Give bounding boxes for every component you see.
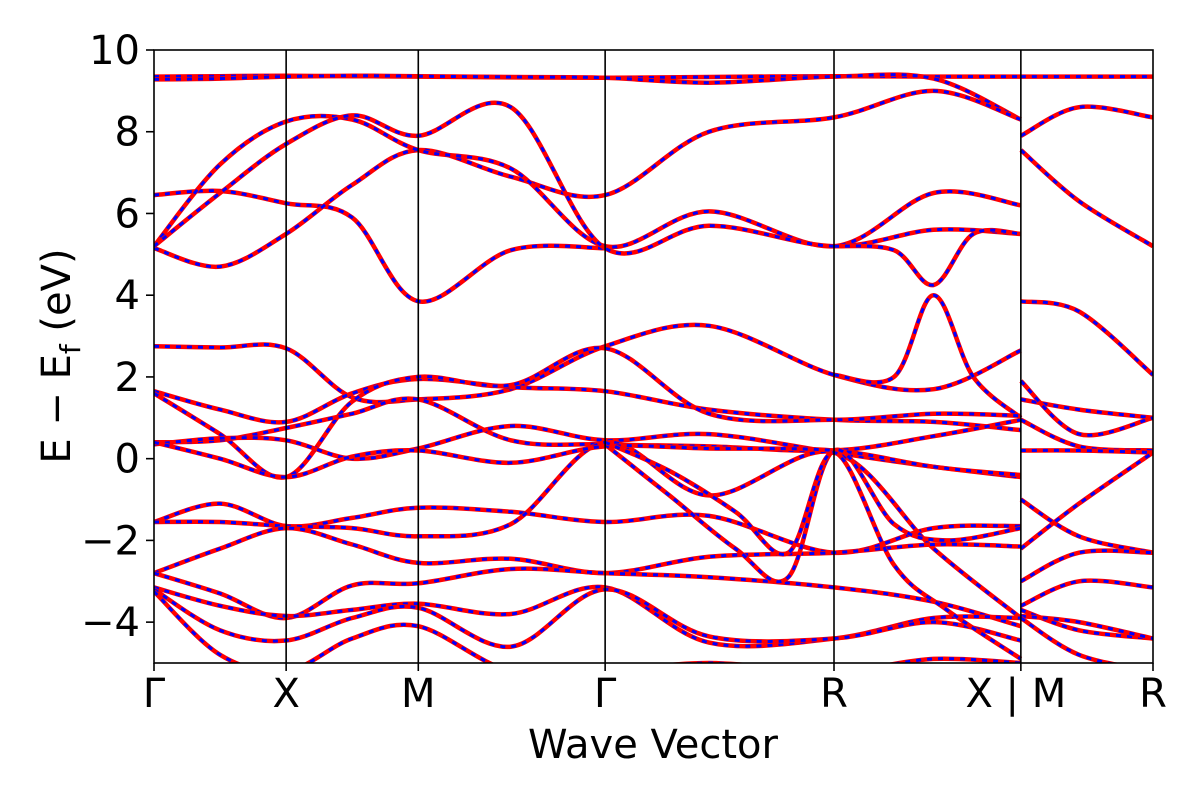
x-tick-label-5: X | M bbox=[965, 671, 1066, 717]
y-axis-title-subscript: f bbox=[54, 343, 87, 354]
band-line-blue-19 bbox=[154, 590, 1116, 663]
y-tick-label-2: 0 bbox=[115, 437, 140, 483]
band-line-blue-5 bbox=[154, 101, 1153, 377]
y-tick-label-0: −4 bbox=[81, 600, 140, 646]
y-tick-label-1: −2 bbox=[81, 518, 140, 564]
y-axis-title-main: E − E bbox=[34, 354, 80, 464]
band-line-blue-22 bbox=[604, 440, 1022, 661]
x-tick-label-3: Γ bbox=[594, 671, 617, 717]
plot-frame bbox=[153, 49, 1154, 664]
band-line-blue-18 bbox=[154, 587, 1153, 649]
y-axis-title: E − Ef (eV) bbox=[34, 248, 87, 463]
y-tick-label-3: 2 bbox=[115, 355, 140, 401]
band-lines bbox=[154, 72, 1153, 663]
high-symmetry-lines bbox=[285, 50, 1022, 663]
band-line-red-21 bbox=[603, 442, 1022, 584]
x-axis-ticks: Γ X M Γ R X | M R bbox=[143, 663, 1167, 717]
band-line-red-1 bbox=[154, 72, 1153, 138]
band-line-blue-8 bbox=[833, 293, 1022, 419]
y-tick-label-6: 8 bbox=[115, 110, 140, 156]
band-line-blue-1 bbox=[154, 73, 1153, 138]
x-tick-label-0: Γ bbox=[143, 671, 166, 717]
x-tick-label-1: X bbox=[272, 671, 299, 717]
y-axis-title-unit: (eV) bbox=[34, 248, 80, 344]
x-axis-title: Wave Vector bbox=[528, 722, 779, 768]
band-line-red-8 bbox=[833, 292, 1023, 420]
y-axis-ticks: −4 −2 0 2 4 6 8 10 bbox=[81, 28, 154, 646]
band-line-blue-10 bbox=[154, 346, 1153, 480]
band-line-red-12 bbox=[154, 423, 1153, 480]
band-line-red-5 bbox=[154, 100, 1153, 377]
band-line-blue-20 bbox=[154, 440, 1022, 479]
band-line-blue-7 bbox=[833, 228, 1022, 287]
x-tick-label-2: M bbox=[401, 671, 436, 717]
band-line-blue-15 bbox=[154, 526, 1153, 583]
band-line-red-2 bbox=[154, 188, 606, 304]
x-tick-label-6: R bbox=[1139, 671, 1167, 717]
y-tick-label-4: 4 bbox=[115, 273, 140, 319]
y-tick-label-5: 6 bbox=[115, 191, 140, 237]
band-line-red-10 bbox=[154, 345, 1153, 480]
band-line-blue-9 bbox=[154, 377, 1153, 432]
band-line-blue-12 bbox=[154, 424, 1153, 479]
x-tick-label-4: R bbox=[820, 671, 848, 717]
band-line-blue-13 bbox=[154, 498, 1153, 555]
band-line-blue-4 bbox=[154, 114, 1022, 249]
y-tick-label-7: 10 bbox=[89, 28, 140, 74]
band-line-blue-3 bbox=[154, 89, 1153, 269]
band-line-blue-21 bbox=[604, 443, 1022, 584]
